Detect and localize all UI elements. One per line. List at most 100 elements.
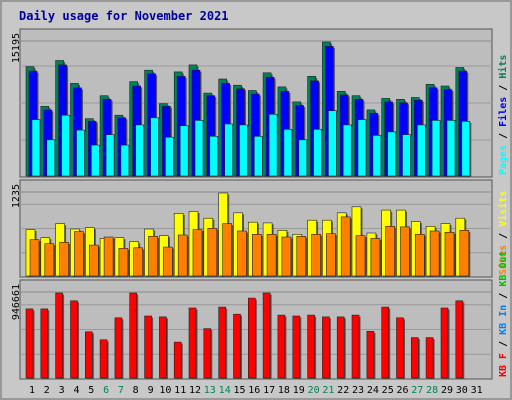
bar-kb-f-day-12 [188,307,197,379]
day-label-16: 16 [248,385,260,396]
bar-pages-day-26 [402,134,411,177]
bar-sites-day-14 [222,223,232,277]
series-pages [31,110,472,178]
legend-entry-4: Hits [497,55,509,79]
day-label-25: 25 [382,385,394,396]
day-label-22: 22 [337,385,349,396]
day-label-12: 12 [189,385,201,396]
bar-pages-day-10 [165,136,174,177]
bar-pages-day-6 [105,134,115,177]
day-label-27: 27 [411,385,423,396]
legend-entry-1: / [498,127,509,145]
bar-kb-f-day-15 [233,313,241,379]
bar-sites-day-25 [385,226,396,277]
bar-kb-f-day-29 [440,307,449,379]
day-label-21: 21 [322,385,334,396]
bar-sites-day-6 [103,236,114,277]
day-label-3: 3 [59,385,65,396]
bar-sites-day-10 [163,246,173,277]
legend-entry-3: / [498,287,509,305]
bar-sites-day-28 [429,230,440,277]
chart-title: Daily usage for November 2021 [19,9,229,23]
day-label-6: 6 [103,385,109,396]
bar-kb-f-day-1 [25,308,34,379]
bar-sites-day-29 [444,232,455,277]
day-label-2: 2 [44,385,50,396]
day-label-28: 28 [426,385,438,396]
day-label-24: 24 [367,385,379,396]
series-kb-f [25,292,465,380]
day-label-31: 31 [471,385,483,396]
legend-entry-2: Files [497,97,509,127]
bar-sites-day-17 [266,234,277,277]
bar-kb-f-day-16 [248,297,256,379]
bar-kb-f-day-27 [410,337,419,379]
bar-sites-day-3 [59,242,69,277]
legend-entry-4: KB Out [498,251,509,287]
bar-kb-f-day-17 [262,292,271,379]
bar-kb-f-day-4 [70,300,78,379]
bar-sites-day-23 [355,235,366,277]
bar-pages-day-9 [150,117,159,177]
day-label-30: 30 [456,385,468,396]
bar-pages-day-21 [328,110,337,177]
bar-sites-day-16 [252,234,262,277]
bar-sites-day-2 [44,243,55,277]
bar-sites-day-8 [133,247,143,277]
bar-sites-day-30 [459,230,470,277]
day-label-29: 29 [441,385,453,396]
bar-sites-day-7 [118,248,129,277]
day-label-4: 4 [73,385,79,396]
bar-pages-day-13 [209,136,219,177]
bar-pages-day-15 [239,124,248,177]
bar-kb-f-day-19 [292,315,301,379]
y-axis-max-label: 15195 [11,33,22,63]
bar-kb-f-day-18 [277,314,286,379]
day-label-19: 19 [293,385,305,396]
bar-sites-day-20 [311,234,321,277]
legend-entry-2: Visits [497,191,509,227]
bar-kb-f-day-24 [366,330,375,379]
y-axis-max-label: 946661 [11,284,22,320]
day-label-20: 20 [308,385,320,396]
bar-pages-day-20 [313,129,322,177]
bar-kb-f-day-22 [336,316,345,379]
bar-kb-f-day-26 [396,317,404,379]
panel-visits-sites: 1235 Sites / Visits [11,179,509,278]
bar-kb-f-day-2 [40,308,49,379]
panel-legend: KB F / KB In / KB Out [498,251,509,377]
bar-pages-day-7 [120,144,130,177]
panel-hits-files-pages: 15195 Pages / Files / Hits [11,28,509,178]
bar-kb-f-day-10 [159,316,167,379]
legend-entry-0: KB F [498,353,509,377]
bar-pages-day-24 [372,135,382,177]
panel-legend: Sites / Visits [497,191,509,275]
series-sites [29,216,471,278]
bar-pages-day-1 [31,119,41,177]
legend-entry-2: KB In [498,305,509,335]
day-label-9: 9 [148,385,154,396]
x-axis-day-labels: 1 2 3 4 5 6 7 8 9 10 11 12 13 14 15 16 17 18 19 20 21 22 23 24 2… [29,385,483,396]
bar-sites-day-11 [177,234,188,277]
bar-pages-day-19 [298,139,308,177]
bar-kb-f-day-3 [55,292,63,379]
day-label-26: 26 [396,385,408,396]
bar-kb-f-day-30 [455,300,464,379]
day-label-10: 10 [159,385,171,396]
bar-sites-day-9 [148,236,158,277]
bar-pages-day-23 [357,119,367,177]
legend-entry-1: / [498,335,509,353]
legend-entry-0: Sites [497,245,509,275]
bar-kb-f-day-8 [129,292,137,379]
bar-kb-f-day-21 [322,316,330,379]
day-label-7: 7 [118,385,124,396]
bar-pages-day-14 [224,123,233,177]
day-label-15: 15 [233,385,245,396]
bar-pages-day-18 [283,129,293,177]
legend-entry-0: Pages [498,145,509,175]
bar-pages-day-22 [342,124,352,177]
bar-sites-day-19 [296,236,307,277]
bar-kb-f-day-11 [173,341,182,379]
